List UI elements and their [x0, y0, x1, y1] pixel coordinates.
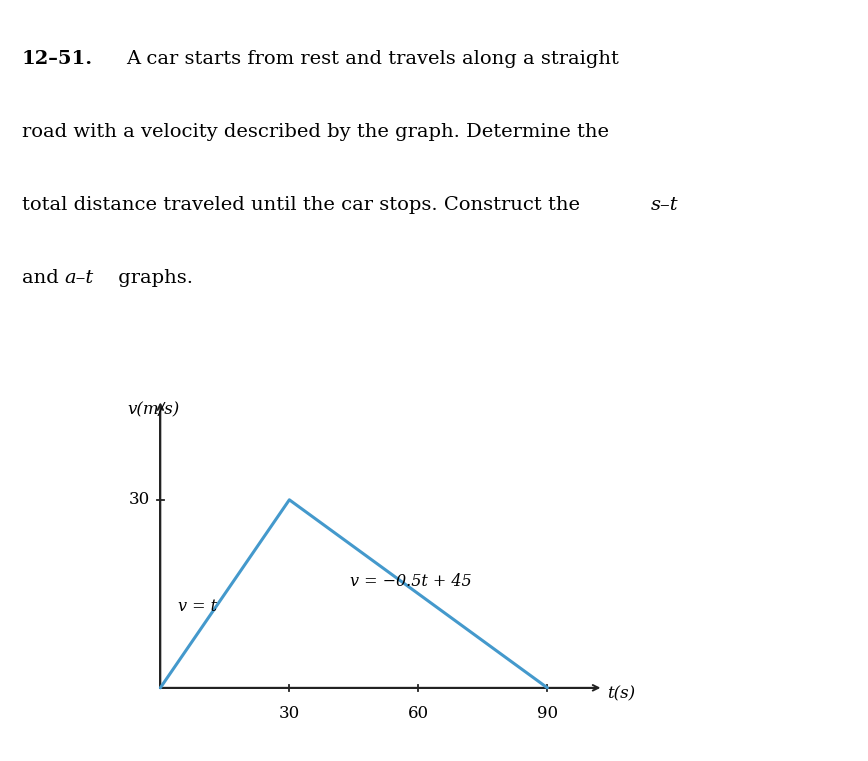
Text: and: and: [22, 269, 64, 287]
Text: graphs.: graphs.: [112, 269, 194, 287]
Text: 30: 30: [279, 705, 300, 722]
Text: s–t: s–t: [651, 196, 678, 214]
Text: v = −0.5t + 45: v = −0.5t + 45: [350, 573, 471, 590]
Text: 60: 60: [408, 705, 429, 722]
Text: t(s): t(s): [608, 686, 635, 702]
Text: v(m/s): v(m/s): [128, 401, 180, 419]
Text: 30: 30: [128, 492, 149, 508]
Text: A car starts from rest and travels along a straight: A car starts from rest and travels along…: [126, 50, 619, 68]
Text: a–t: a–t: [64, 269, 93, 287]
Text: road with a velocity described by the graph. Determine the: road with a velocity described by the gr…: [22, 123, 608, 141]
Text: total distance traveled until the car stops. Construct the: total distance traveled until the car st…: [22, 196, 586, 214]
Text: 12–51.: 12–51.: [22, 50, 93, 68]
Text: v = t: v = t: [178, 598, 216, 615]
Text: 90: 90: [536, 705, 558, 722]
